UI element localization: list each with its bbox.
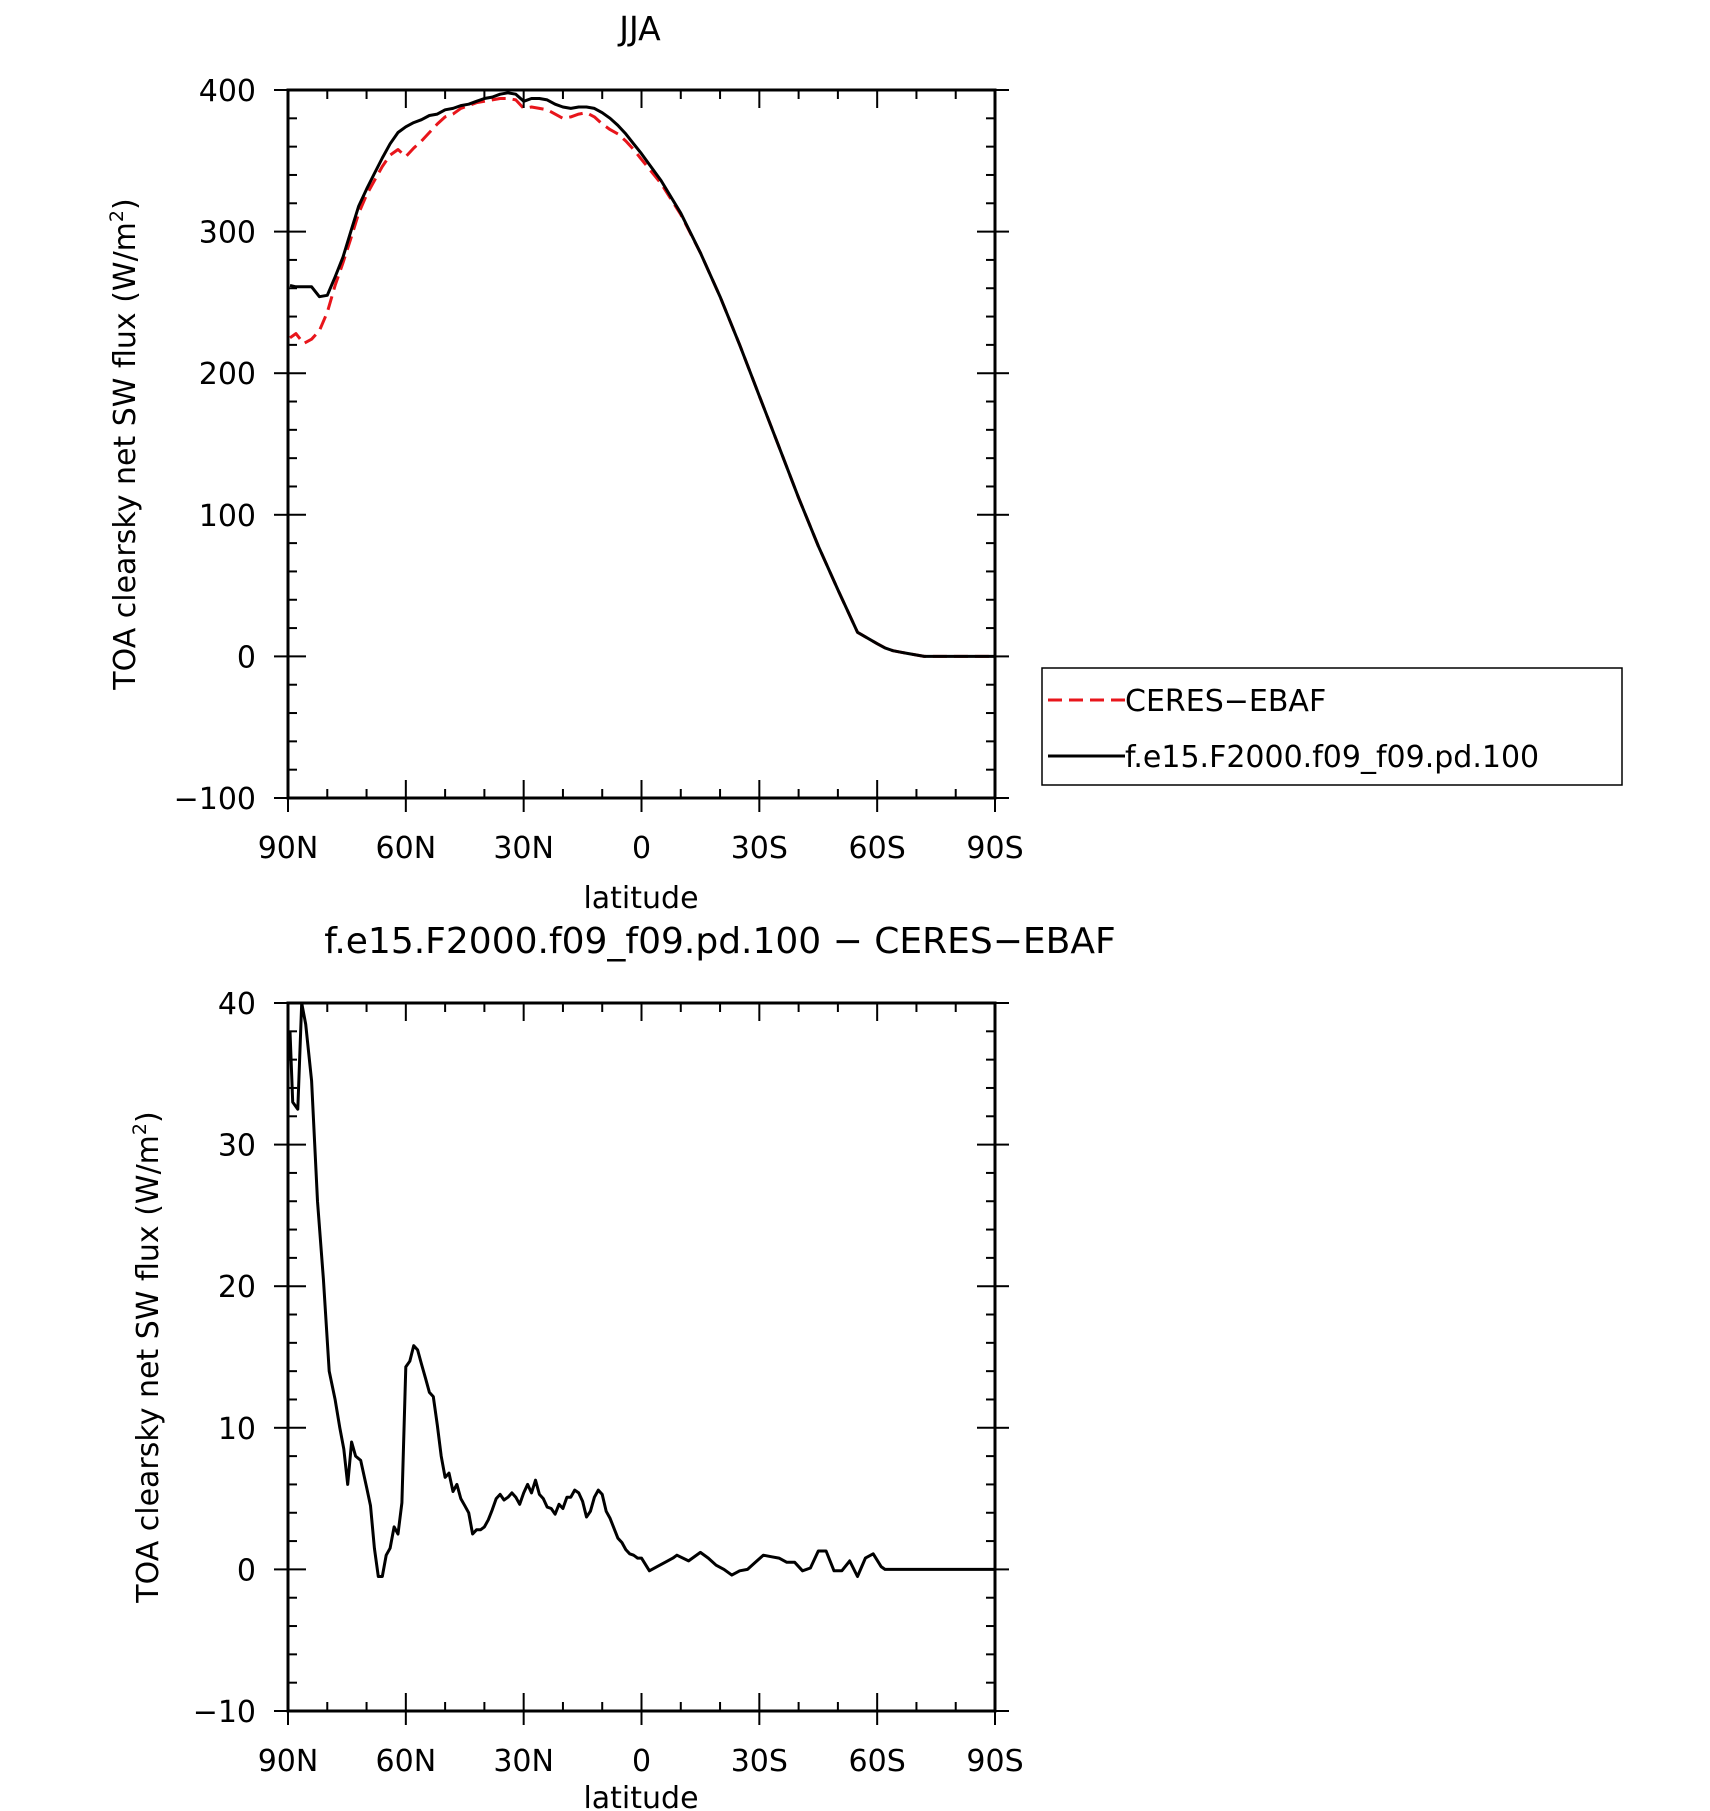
chart-title: f.e15.F2000.f09_f09.pd.100 − CERES−EBAF xyxy=(324,921,1115,962)
axis-ticks xyxy=(274,1002,1009,1725)
y-axis-label: TOA clearsky net SW flux (W/m2) xyxy=(129,1111,166,1603)
legend-box xyxy=(1041,667,1623,786)
y-tick-label: 200 xyxy=(199,357,256,392)
x-tick-label: 30N xyxy=(493,831,554,866)
series-line-2 xyxy=(289,91,995,658)
x-tick-label: 30S xyxy=(731,831,788,866)
x-tick-label: 90S xyxy=(966,831,1023,866)
y-tick-label: 0 xyxy=(237,640,256,675)
y-tick-label: 100 xyxy=(199,499,256,534)
y-tick-label: 0 xyxy=(237,1553,256,1588)
plot-frame xyxy=(286,1001,997,1713)
x-tick-label: 60S xyxy=(849,831,906,866)
x-tick-label: 60S xyxy=(849,1744,906,1779)
y-tick-label: 10 xyxy=(218,1412,256,1447)
plot-frame xyxy=(286,88,997,800)
x-tick-label: 0 xyxy=(632,1744,651,1779)
legend-label-ceres-ebaf: CERES−EBAF xyxy=(1125,684,1326,719)
x-tick-label: 60N xyxy=(376,831,437,866)
y-tick-label: 20 xyxy=(218,1270,256,1305)
series-line-1 xyxy=(289,97,995,658)
y-tick-label: −10 xyxy=(193,1695,256,1730)
x-axis-label: latitude xyxy=(583,881,698,916)
tick-labels: 90N 60N 30N 0 30S 60S 90S −100 0 100 200 300 400 xyxy=(174,74,1024,866)
legend-label-model: f.e15.F2000.f09_f09.pd.100 xyxy=(1125,740,1539,775)
y-tick-label: 30 xyxy=(218,1129,256,1164)
x-axis-label: latitude xyxy=(583,1781,698,1811)
axis-ticks xyxy=(274,89,1009,812)
legend: CERES−EBAF f.e15.F2000.f09_f09.pd.100 xyxy=(1041,667,1623,786)
y-axis-label: TOA clearsky net SW flux (W/m2) xyxy=(106,198,143,690)
panel-difference-chart: f.e15.F2000.f09_f09.pd.100 − CERES−EBAF … xyxy=(129,921,1116,1811)
x-tick-label: 90S xyxy=(966,1744,1023,1779)
tick-labels: 90N 60N 30N 0 30S 60S 90S −10 0 10 20 30 40 xyxy=(193,987,1024,1779)
chart-title: JJA xyxy=(617,9,661,48)
plot-area xyxy=(289,91,995,658)
x-tick-label: 60N xyxy=(376,1744,437,1779)
plot-area xyxy=(288,1001,995,1578)
y-tick-label: 40 xyxy=(218,987,256,1022)
y-tick-label: 400 xyxy=(199,74,256,109)
x-tick-label: 90N xyxy=(258,1744,319,1779)
y-tick-label: 300 xyxy=(199,216,256,251)
y-tick-label: −100 xyxy=(174,782,256,817)
x-tick-label: 30S xyxy=(731,1744,788,1779)
panel-top-chart: JJA 90N 60N 30N 0 30S 60S 90S −100 0 100 200 300 400… xyxy=(106,9,1024,916)
x-tick-label: 30N xyxy=(493,1744,554,1779)
x-tick-label: 0 xyxy=(632,831,651,866)
series-line-1 xyxy=(288,1001,995,1578)
x-tick-label: 90N xyxy=(258,831,319,866)
